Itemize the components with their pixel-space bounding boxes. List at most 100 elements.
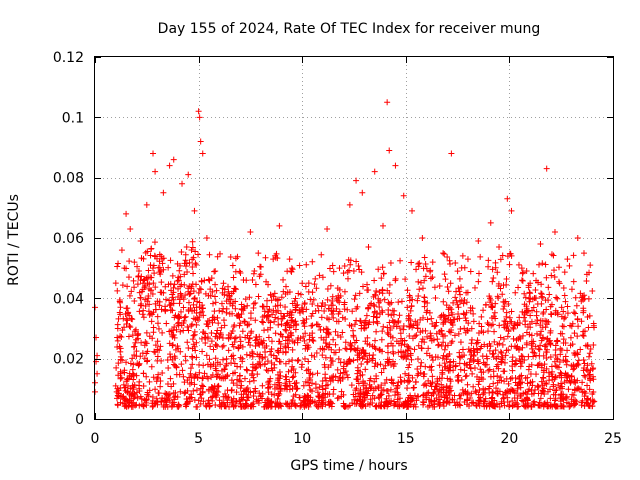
data-point — [513, 337, 520, 344]
data-point — [198, 308, 205, 315]
data-point — [457, 395, 464, 402]
data-point — [585, 395, 592, 402]
data-point — [212, 299, 219, 306]
data-point — [126, 396, 133, 403]
data-point — [167, 351, 174, 358]
data-point — [429, 379, 436, 386]
data-point — [244, 321, 251, 328]
data-point — [294, 357, 301, 364]
data-point — [183, 400, 190, 407]
data-point — [152, 349, 159, 356]
data-point — [449, 338, 456, 345]
data-point — [288, 311, 295, 318]
data-point — [230, 402, 237, 409]
data-point — [165, 394, 172, 401]
data-point — [265, 334, 272, 341]
data-point — [337, 359, 344, 366]
data-point — [238, 311, 245, 318]
data-point — [205, 397, 212, 404]
data-point — [255, 250, 262, 257]
data-point — [586, 386, 593, 393]
data-point — [533, 320, 540, 327]
data-point — [464, 256, 471, 263]
data-point — [339, 329, 346, 336]
data-point — [247, 228, 254, 235]
data-point — [416, 286, 423, 293]
data-point — [268, 297, 275, 304]
data-point — [426, 364, 433, 371]
data-point — [447, 280, 454, 287]
data-point — [328, 346, 335, 353]
data-point — [190, 332, 197, 339]
data-point — [492, 347, 499, 354]
data-point — [562, 314, 569, 321]
data-point — [214, 253, 221, 260]
data-point — [225, 347, 232, 354]
data-point — [292, 391, 299, 398]
data-point — [193, 339, 200, 346]
data-point — [436, 375, 443, 382]
data-point — [395, 391, 402, 398]
data-point — [139, 286, 146, 293]
data-point — [518, 360, 525, 367]
data-point — [310, 296, 317, 303]
data-point — [515, 284, 522, 291]
data-point — [189, 264, 196, 271]
data-point — [212, 355, 219, 362]
data-point — [303, 367, 310, 374]
data-point — [252, 281, 259, 288]
data-point — [459, 346, 466, 353]
data-point — [124, 317, 131, 324]
data-point — [371, 378, 378, 385]
data-point — [148, 318, 155, 325]
data-point — [386, 319, 393, 326]
data-point — [116, 343, 123, 350]
data-point — [512, 374, 519, 381]
data-point — [564, 256, 571, 263]
data-point — [271, 361, 278, 368]
data-point — [309, 289, 316, 296]
data-point — [147, 252, 154, 259]
data-point — [127, 324, 134, 331]
data-point — [177, 273, 184, 280]
data-point — [198, 335, 205, 342]
data-point — [550, 252, 557, 259]
data-point — [314, 321, 321, 328]
data-point — [165, 365, 172, 372]
data-point — [229, 400, 236, 407]
data-point — [190, 301, 197, 308]
data-point — [446, 399, 453, 406]
data-point — [402, 400, 409, 407]
data-point — [182, 251, 189, 258]
data-point — [154, 338, 161, 345]
data-point — [453, 297, 460, 304]
data-point — [318, 251, 325, 258]
data-point — [291, 401, 298, 408]
data-point — [341, 263, 348, 270]
data-point — [532, 352, 539, 359]
data-point — [117, 333, 124, 340]
data-point — [470, 383, 477, 390]
data-point — [537, 317, 544, 324]
data-point — [189, 321, 196, 328]
data-point — [521, 290, 528, 297]
data-point — [135, 335, 142, 342]
data-point — [377, 403, 384, 410]
data-point — [263, 343, 270, 350]
data-point — [554, 337, 561, 344]
data-point — [246, 352, 253, 359]
data-point — [507, 375, 514, 382]
data-point — [380, 323, 387, 330]
data-point — [373, 373, 380, 380]
data-point — [367, 375, 374, 382]
plot-frame — [94, 56, 614, 420]
data-point — [563, 394, 570, 401]
data-point — [190, 315, 197, 322]
data-point — [175, 319, 182, 326]
data-point — [409, 207, 416, 214]
data-point — [277, 385, 284, 392]
data-point — [492, 300, 499, 307]
y-tick-labels: 00.020.040.060.080.10.12 — [53, 50, 84, 428]
data-point — [580, 332, 587, 339]
data-point — [157, 383, 164, 390]
